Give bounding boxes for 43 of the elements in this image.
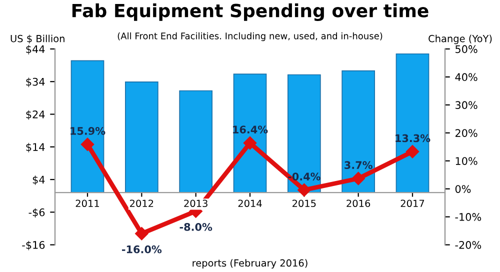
x-tick-label: 2017 [400, 200, 424, 208]
bar [233, 74, 267, 193]
point [406, 145, 420, 158]
y2-tick-label: 40% [455, 73, 478, 82]
point [80, 138, 94, 151]
x-tick-label: 2011 [76, 200, 99, 208]
y2-axis-title: Change (YoY) [428, 34, 492, 44]
y2-tick-label: 50% [456, 45, 478, 54]
x-tick-label: 2015 [292, 200, 316, 208]
bar [124, 82, 158, 193]
chart-subtitle: (All Front End Facilities. Including new, used, and in-house) [118, 32, 382, 42]
bar [179, 90, 213, 193]
point [135, 227, 148, 240]
data-label: -8.0% [180, 223, 212, 231]
point [352, 172, 365, 186]
y-tick-label: -$16 [22, 240, 45, 250]
data-label: 3.7% [344, 161, 372, 170]
bar [342, 70, 376, 193]
bar [70, 60, 104, 193]
y2-tick-label: -10% [455, 213, 482, 221]
y-tick-label: -$6 [28, 208, 45, 218]
bar [396, 53, 430, 193]
y2-tick-label: -20% [455, 241, 482, 249]
y-axis-title: US $ Billion [10, 34, 64, 44]
x-tick-label: 2013 [184, 200, 208, 208]
point [243, 136, 257, 150]
x-tick-label: 2012 [130, 200, 154, 208]
data-label: -16.0% [122, 245, 162, 254]
y2-tick-label: 10% [456, 157, 478, 165]
y-tick-label: $44 [26, 45, 45, 54]
y2-tick-label: 0% [455, 185, 471, 193]
x-tick-label: 2016 [346, 200, 370, 208]
point [298, 183, 311, 197]
y-tick-label: $34 [26, 78, 45, 88]
x-tick-label: 2014 [238, 200, 262, 208]
chart-title: Fab Equipment Spending over time [72, 3, 428, 22]
y2-tick-label: 20% [455, 129, 478, 137]
text: reports (February 2016) [192, 259, 308, 269]
y-tick-label: $14 [26, 142, 45, 152]
y2-tick-label: 30% [456, 101, 478, 110]
y-tick-label: $4 [32, 176, 45, 186]
bar [287, 74, 321, 193]
y-tick-label: $24 [26, 110, 45, 120]
